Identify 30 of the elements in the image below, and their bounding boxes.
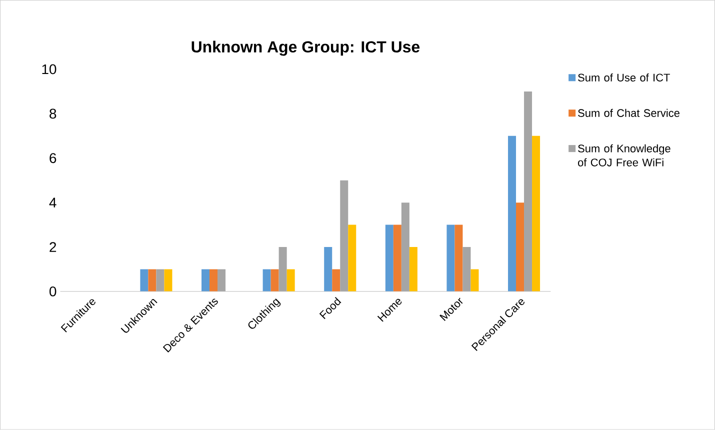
bar bbox=[470, 269, 479, 292]
bar bbox=[532, 136, 540, 292]
bar bbox=[454, 224, 463, 292]
y-tick-label: 0 bbox=[50, 286, 56, 297]
bar bbox=[286, 269, 295, 292]
y-tick-label: 4 bbox=[49, 198, 56, 208]
bar bbox=[210, 269, 218, 292]
legend-label: Sum of Use of ICT bbox=[578, 74, 670, 82]
bar bbox=[385, 224, 394, 292]
bar bbox=[332, 269, 340, 292]
bar bbox=[201, 269, 210, 292]
legend-label: Sum of Chat Service bbox=[578, 109, 680, 118]
y-tick-label: 6 bbox=[50, 153, 56, 164]
bar bbox=[324, 247, 332, 292]
y-tick-label: 10 bbox=[42, 64, 56, 74]
legend-label: Sum of Knowledge of COJ Free WiFi bbox=[578, 144, 670, 166]
bar bbox=[516, 202, 524, 292]
bar bbox=[140, 269, 148, 292]
bar bbox=[262, 269, 271, 292]
bar bbox=[446, 224, 455, 292]
bar bbox=[148, 269, 156, 292]
bar bbox=[393, 224, 402, 292]
y-tick-label: 2 bbox=[50, 242, 56, 252]
bar bbox=[348, 224, 356, 292]
bar bbox=[409, 247, 418, 292]
bar bbox=[508, 136, 516, 292]
bar bbox=[164, 269, 172, 292]
bar bbox=[270, 269, 279, 292]
chart-title: Unknown Age Group: ICT Use bbox=[192, 40, 420, 56]
y-tick-label: 8 bbox=[50, 108, 56, 119]
